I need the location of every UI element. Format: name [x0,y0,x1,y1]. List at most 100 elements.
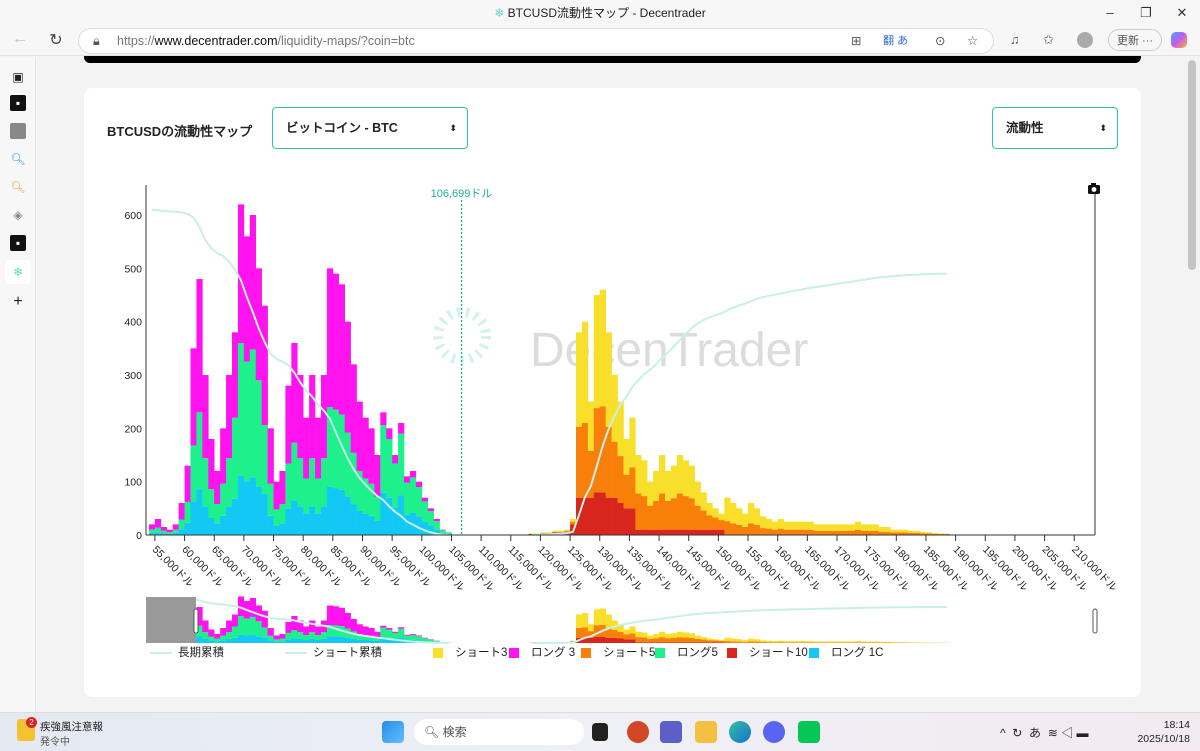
legend-item-cumShort[interactable]: ショート累積 [285,645,382,661]
bar-short5 [540,532,547,534]
legend-item-long10[interactable]: ロング 1C [809,645,883,661]
legend-item-cumLong[interactable]: 長期累積 [150,645,224,661]
refresh-button[interactable]: ↻ [49,32,63,49]
url-path: /liquidity-maps/?coin=btc [277,34,415,48]
navigator-handle[interactable] [193,608,199,634]
search-icon[interactable]: 🔍︎ [10,152,26,166]
favorites-icon[interactable]: ✩ [1043,32,1054,47]
legend-label: 長期累積 [178,647,224,659]
bar-short10 [706,642,713,643]
bar-short3 [570,519,577,522]
bar-short5 [694,638,701,643]
legend-item-short3[interactable]: ショート3 [433,645,507,661]
minimize-button[interactable]: – [1106,5,1114,20]
bar-short5 [659,637,666,643]
bar-short5 [795,642,802,643]
bar-long10 [267,640,274,643]
bar-long3 [433,519,440,522]
legend-item-short10[interactable]: ショート10 [727,645,808,661]
bar-long3 [267,428,274,484]
bar-long10 [279,641,286,643]
bar-short5 [706,640,713,643]
mode-select[interactable]: 流動性 ⬍ [992,107,1118,149]
bar-short3 [825,641,832,643]
weather-subtitle: 発令中 [40,737,70,748]
start-button[interactable] [382,721,404,743]
bar-long10 [350,638,357,643]
camera-icon[interactable] [1088,183,1100,194]
clock-date[interactable]: 2025/10/18 [1137,733,1190,745]
legend-item-short5[interactable]: ショート5 [581,645,655,661]
bar-long10 [415,516,423,535]
address-bar[interactable]: 🔒︎ https://www.decentrader.com/liquidity… [78,28,994,54]
bar-short5 [653,500,660,530]
powerpoint-icon[interactable] [627,721,649,743]
bar-long5 [202,458,209,507]
weather-title[interactable]: 疾強風注意報 [40,721,103,733]
task-view-icon[interactable] [592,723,608,741]
navigator-selection[interactable] [146,597,196,643]
bar-long3 [368,628,375,636]
maximize-button[interactable]: ❐ [1140,5,1152,20]
split-screen-icon[interactable]: ⊞ [851,34,862,48]
favorite-star-icon[interactable]: ☆ [967,34,979,48]
bar-long3 [261,305,268,426]
mode-select-value: 流動性 [1006,121,1044,135]
bar-long5 [380,627,387,637]
profile-avatar[interactable] [1077,32,1093,48]
cube-icon[interactable]: ◈ [13,208,23,222]
bar-long3 [202,620,209,633]
file-explorer-icon[interactable] [695,721,717,743]
clock-time[interactable]: 18:14 [1163,719,1190,731]
sidebar-app-icon[interactable]: ▪ [10,235,26,251]
bar-long5 [226,632,233,639]
legend-item-long3[interactable]: ロング 3 [509,645,575,661]
sidebar-app-icon[interactable]: ▪ [10,95,26,111]
taskbar-search[interactable]: 🔍︎ 検索 [414,719,584,745]
more-tools-icon[interactable]: ⊙ [935,34,946,48]
bar-short5 [825,642,832,643]
bar-short5 [771,529,778,535]
legend-swatch [581,647,591,658]
legend-item-long5[interactable]: ロング5 [655,645,718,661]
bar-short3 [753,639,761,642]
update-button[interactable]: 更新 ··· [1108,29,1163,51]
bar-short5 [789,529,796,535]
tabs-icon[interactable]: ▣ [12,70,24,84]
add-icon[interactable]: + [13,293,23,310]
navigator-handle[interactable] [1092,608,1098,634]
bar-long3 [303,626,310,636]
discord-icon[interactable] [763,721,785,743]
tray-icons[interactable]: ^ ↻ あ ≋ ◁ ▬ [1000,726,1089,740]
translate-icon[interactable]: 翻 あ [883,35,909,47]
bar-short3 [801,521,808,530]
coin-select[interactable]: ビットコイン - BTC ⬍ [272,107,468,149]
bar-long3 [439,529,446,531]
bar-short5 [860,642,867,643]
page-scrollbar[interactable] [1188,60,1196,270]
bar-long10 [285,639,292,643]
bar-long10 [380,637,387,643]
bar-short10 [706,529,713,535]
extensions-icon[interactable]: ♫ [1010,32,1020,47]
bar-short5 [748,641,755,643]
bar-short5 [593,625,601,637]
ime-indicator[interactable]: あ [1029,726,1042,740]
bar-long10 [309,638,316,643]
search-icon[interactable]: 🔍︎ [10,180,26,194]
bar-long3 [320,375,328,459]
bar-short5 [629,467,636,509]
bar-long10 [184,522,191,535]
line-icon[interactable] [798,721,820,743]
teams-icon[interactable] [660,721,682,743]
edge-icon[interactable] [729,721,751,743]
close-button[interactable]: ✕ [1176,5,1188,20]
bar-long10 [338,636,345,643]
bar-long5 [273,639,280,642]
sidebar-app-icon[interactable] [10,123,26,139]
bar-long10 [154,532,162,535]
copilot-icon[interactable] [1171,32,1187,48]
decentrader-sidebar-icon[interactable]: ❄ [5,260,31,284]
bar-long3 [309,375,316,459]
back-button[interactable]: ← [12,30,28,47]
